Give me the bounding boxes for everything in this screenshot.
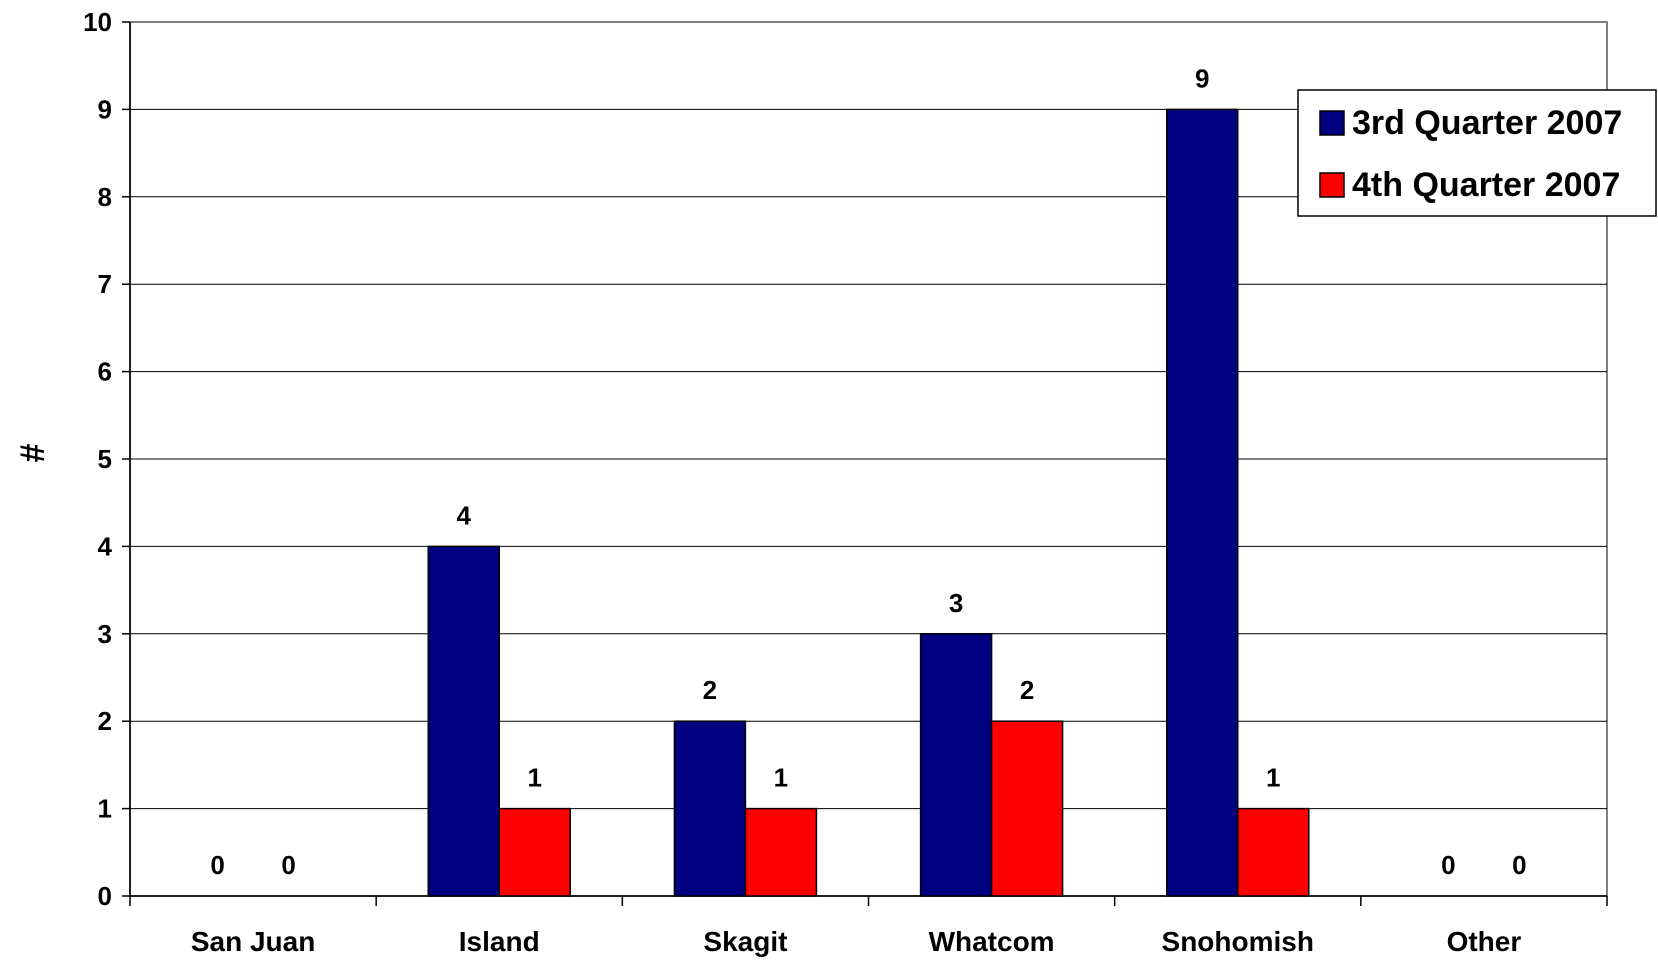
y-tick-label: 3	[98, 619, 112, 649]
y-tick-label: 1	[98, 794, 112, 824]
legend-box	[1297, 89, 1657, 217]
y-tick-label: 5	[98, 444, 112, 474]
legend-label: 4th Quarter 2007	[1352, 166, 1620, 204]
data-label: 2	[1020, 675, 1034, 705]
data-labels: 0 4 2 3 9 0 0 1 1 2 1 0	[210, 63, 1526, 880]
data-label: 4	[457, 500, 472, 530]
x-tick-label: Skagit	[703, 926, 787, 957]
legend: 3rd Quarter 2007 4th Quarter 2007	[1297, 89, 1657, 217]
data-label: 1	[528, 763, 542, 793]
y-tick-label: 4	[98, 531, 113, 561]
x-tick-label: Snohomish	[1162, 926, 1314, 957]
y-tick-label: 8	[98, 182, 112, 212]
bars	[427, 108, 1310, 897]
bar-q3-2007	[919, 633, 993, 897]
y-tick-label: 6	[98, 357, 112, 387]
bar-q4-2007	[1237, 807, 1310, 897]
bar-q3-2007	[427, 545, 500, 897]
x-tick-label: San Juan	[191, 926, 315, 957]
y-tick-label: 10	[83, 7, 112, 37]
data-label: 3	[949, 588, 963, 618]
legend-label: 3rd Quarter 2007	[1352, 104, 1622, 142]
x-tick-label: Island	[459, 926, 540, 957]
y-axis-label: #	[14, 443, 52, 462]
data-label: 9	[1195, 63, 1209, 93]
legend-swatch	[1319, 110, 1345, 136]
data-label: 1	[1266, 763, 1280, 793]
data-label: 0	[281, 850, 295, 880]
y-tick-label: 0	[98, 881, 112, 911]
legend-swatch	[1319, 172, 1345, 198]
y-tick-label: 2	[98, 706, 112, 736]
x-tick-label: Whatcom	[929, 926, 1055, 957]
data-label: 0	[1441, 850, 1455, 880]
x-tick-label: Other	[1447, 926, 1522, 957]
data-label: 0	[1512, 850, 1526, 880]
bar-q3-2007	[1166, 108, 1239, 897]
y-tick-label: 7	[98, 269, 112, 299]
data-label: 0	[210, 850, 224, 880]
bar-q4-2007	[744, 807, 818, 897]
data-label: 1	[774, 763, 788, 793]
bar-q4-2007	[498, 807, 571, 897]
data-label: 2	[703, 675, 717, 705]
bar-q3-2007	[673, 720, 747, 897]
bar-q4-2007	[990, 720, 1064, 897]
y-tick-label: 9	[98, 94, 112, 124]
